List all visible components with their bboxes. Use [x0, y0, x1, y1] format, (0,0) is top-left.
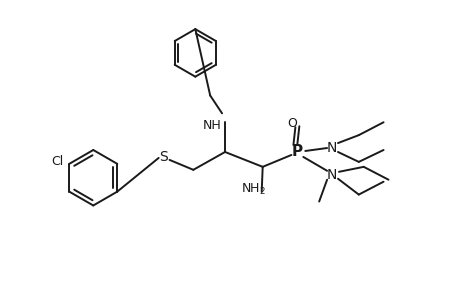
- Text: N: N: [326, 168, 336, 182]
- Text: NH: NH: [202, 119, 221, 132]
- Text: Cl: Cl: [51, 155, 63, 168]
- Text: N: N: [326, 141, 336, 155]
- Text: P: P: [291, 145, 302, 160]
- Text: S: S: [159, 150, 168, 164]
- Text: NH$_2$: NH$_2$: [241, 182, 266, 196]
- Text: O: O: [287, 117, 297, 130]
